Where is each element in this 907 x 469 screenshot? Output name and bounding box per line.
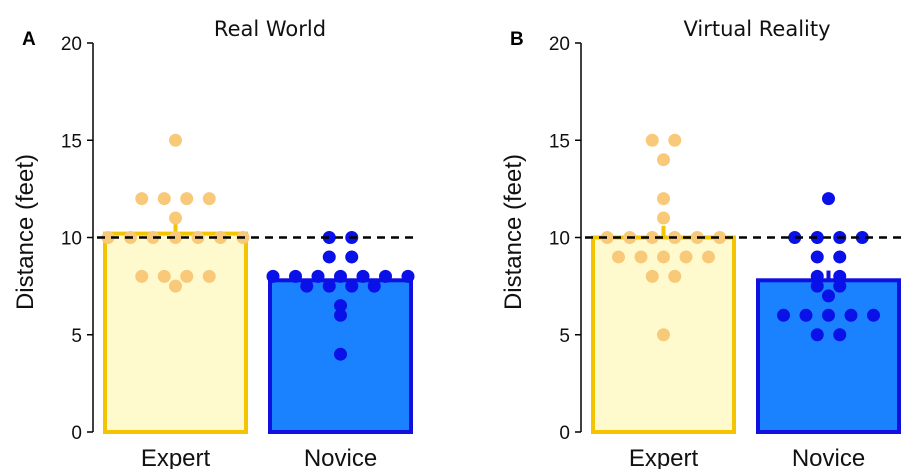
data-point xyxy=(334,299,347,313)
data-point xyxy=(266,269,280,283)
data-point xyxy=(833,250,847,264)
data-point xyxy=(657,211,670,225)
panel-b: B Virtual Reality Distance (feet) Expert… xyxy=(500,17,905,469)
data-point xyxy=(657,328,670,342)
data-point xyxy=(702,250,715,264)
plot-area: Expert Novice 0 5 10 15 20 xyxy=(61,34,417,469)
data-point xyxy=(334,269,347,283)
bar-novice xyxy=(756,278,901,435)
data-point xyxy=(322,231,336,244)
x-tick-label: Novice xyxy=(304,445,377,469)
data-point xyxy=(345,279,359,293)
data-point xyxy=(180,269,194,283)
panel-letter: A xyxy=(22,29,36,50)
data-point xyxy=(657,250,670,264)
data-point xyxy=(356,269,370,283)
data-point xyxy=(322,250,336,264)
data-point xyxy=(634,250,648,264)
data-point xyxy=(169,279,182,293)
data-point xyxy=(202,192,216,206)
data-point xyxy=(788,231,802,244)
data-point xyxy=(668,133,682,147)
data-point xyxy=(799,308,813,322)
y-axis-title: Distance (feet) xyxy=(12,154,39,310)
data-point xyxy=(810,231,824,244)
y-tick-label: 5 xyxy=(71,326,82,347)
data-point xyxy=(289,269,302,283)
data-point xyxy=(645,231,659,244)
data-point xyxy=(600,231,614,244)
data-point xyxy=(822,192,835,206)
y-tick-label: 10 xyxy=(549,229,570,250)
data-point xyxy=(135,269,149,283)
data-point xyxy=(101,231,115,244)
data-point xyxy=(645,269,659,283)
y-tick-label: 15 xyxy=(61,131,82,152)
data-point xyxy=(844,308,858,322)
plot-area: Expert Novice 0 5 10 15 20 xyxy=(549,34,905,469)
data-point xyxy=(169,231,182,244)
data-point xyxy=(810,328,824,342)
data-point xyxy=(300,279,314,293)
data-point xyxy=(810,269,824,283)
x-tick-label: Novice xyxy=(792,445,865,469)
data-point xyxy=(822,308,835,322)
data-point xyxy=(169,211,182,225)
x-tick-label: Expert xyxy=(141,445,211,469)
y-tick-label: 20 xyxy=(549,34,570,55)
bar-expert xyxy=(103,231,248,434)
data-point xyxy=(833,269,847,283)
data-point xyxy=(668,269,682,283)
data-point xyxy=(214,231,227,244)
data-point xyxy=(822,289,835,303)
data-point xyxy=(612,250,625,264)
data-point xyxy=(379,269,392,283)
panel-title: Real World xyxy=(214,17,326,41)
data-point xyxy=(157,192,171,206)
data-point xyxy=(713,231,727,244)
data-point xyxy=(810,250,824,264)
y-tick-label: 10 xyxy=(61,229,82,250)
data-point xyxy=(657,153,670,167)
y-tick-label: 20 xyxy=(61,34,82,55)
data-point xyxy=(311,269,325,283)
data-point xyxy=(679,250,693,264)
y-tick-label: 5 xyxy=(559,326,570,347)
data-point xyxy=(334,308,347,322)
data-point xyxy=(135,192,149,206)
data-point xyxy=(169,133,182,147)
data-point xyxy=(202,269,216,283)
data-point xyxy=(180,192,194,206)
panel-title: Virtual Reality xyxy=(683,17,830,41)
data-point xyxy=(645,133,659,147)
panel-letter: B xyxy=(510,29,524,50)
data-point xyxy=(401,269,415,283)
data-point xyxy=(810,279,824,293)
data-point xyxy=(334,347,347,361)
panel-a: A Real World Distance (feet) Expert Novic… xyxy=(12,17,417,469)
x-tick-label: Expert xyxy=(629,445,699,469)
data-point xyxy=(657,192,670,206)
y-tick-label: 0 xyxy=(71,423,82,444)
data-point xyxy=(867,308,880,322)
data-point xyxy=(777,308,790,322)
data-point xyxy=(322,279,336,293)
data-point xyxy=(855,231,869,244)
y-tick-label: 15 xyxy=(549,131,570,152)
data-point xyxy=(157,269,171,283)
y-axis-title: Distance (feet) xyxy=(500,154,527,310)
data-point xyxy=(367,279,381,293)
data-point xyxy=(345,250,359,264)
data-point xyxy=(833,328,847,342)
y-tick-label: 0 xyxy=(559,423,570,444)
data-point xyxy=(833,279,847,293)
